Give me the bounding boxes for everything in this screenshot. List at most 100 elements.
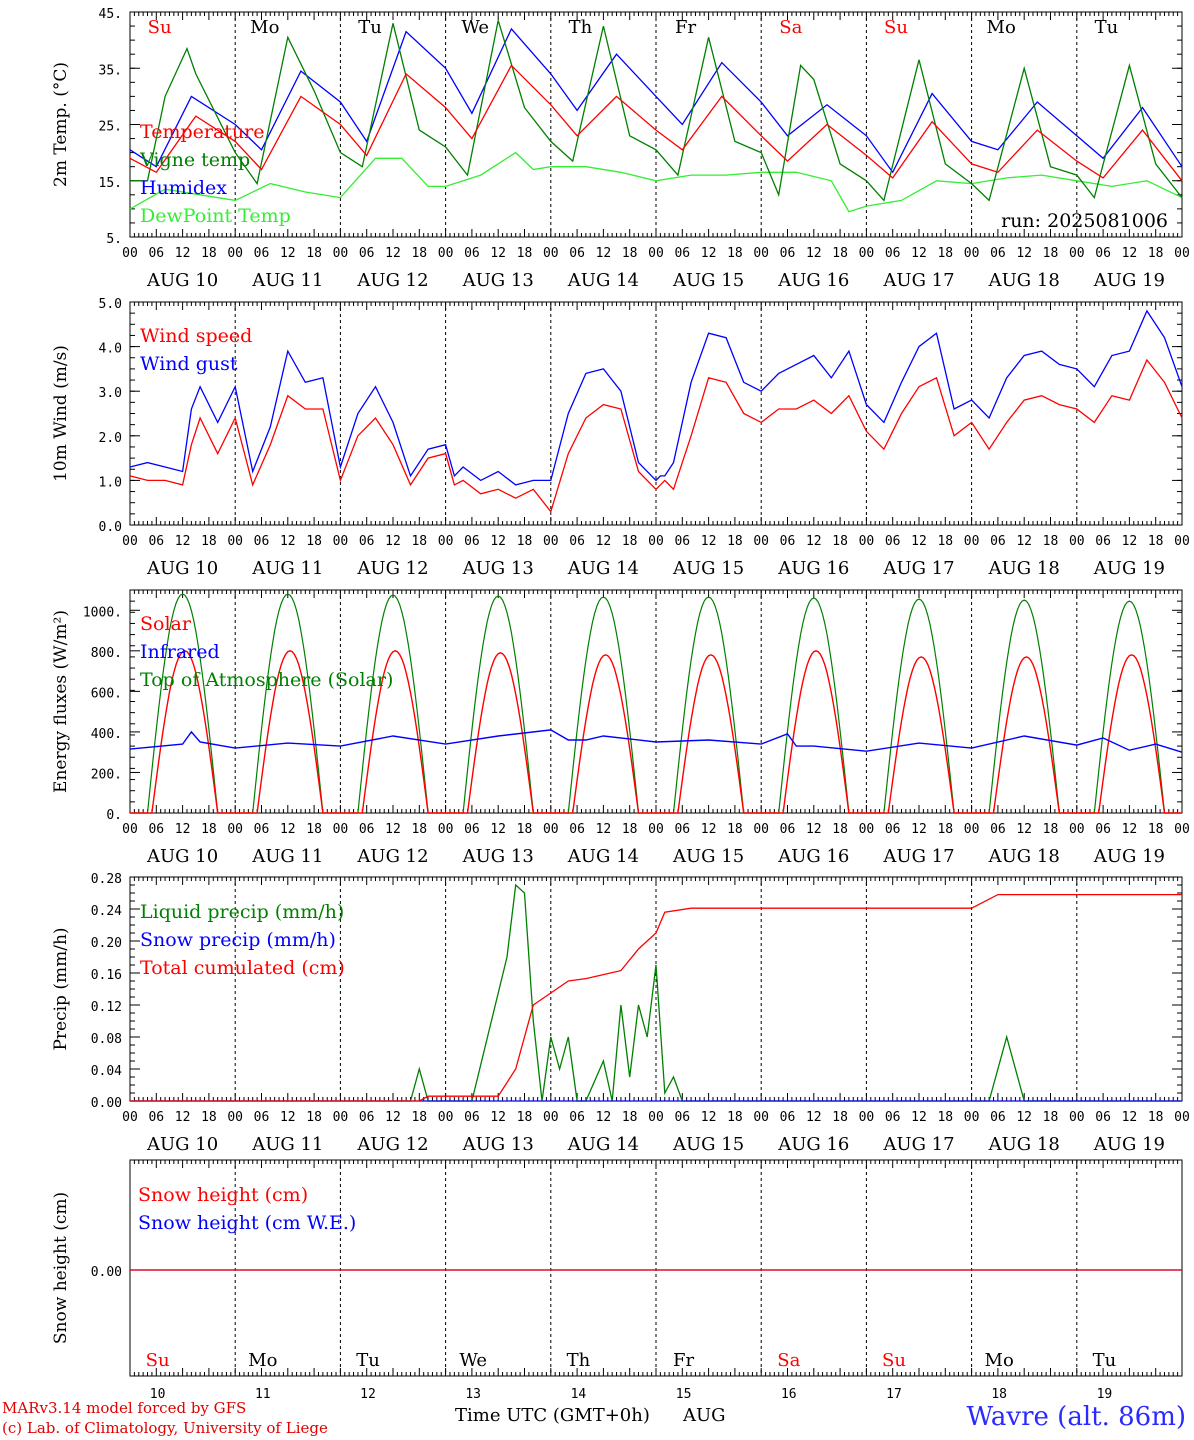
y-axis-label: 2m Temp. (°C) [51, 62, 71, 187]
hour-tick-label: 12 [280, 822, 296, 837]
hour-tick-label: 18 [201, 1110, 217, 1125]
date-label: AUG 14 [567, 1134, 639, 1155]
hour-tick-label: 00 [438, 822, 454, 837]
weekday-label: We [461, 17, 489, 38]
legend-entry: Top of Atmosphere (Solar) [140, 669, 393, 691]
hour-tick-label: 12 [1016, 534, 1032, 549]
hour-tick-label: 12 [490, 246, 506, 261]
hour-tick-label: 18 [727, 1110, 743, 1125]
hour-tick-label: 12 [175, 246, 191, 261]
hour-tick-label: 06 [990, 1110, 1006, 1125]
weekday-label: Sa [777, 1350, 800, 1371]
hour-tick-label: 06 [569, 246, 585, 261]
hour-tick-label: 00 [227, 822, 243, 837]
hour-tick-label: 18 [1043, 1110, 1059, 1125]
date-label: AUG 14 [567, 846, 639, 867]
hour-tick-label: 00 [753, 822, 769, 837]
model-credit: MARv3.14 model forced by GFS [2, 1399, 247, 1417]
date-label: AUG 10 [146, 1134, 218, 1155]
hour-tick-label: 06 [674, 246, 690, 261]
hour-tick-label: 06 [885, 1110, 901, 1125]
hour-tick-label: 12 [175, 1110, 191, 1125]
hour-tick-label: 12 [1122, 534, 1138, 549]
hour-tick-label: 18 [727, 534, 743, 549]
panel-2: 0.0 1.0 2.0 3.0 4.0 5.0 10m Wind (m/s) 00 06 12 18… [51, 297, 1190, 579]
hour-tick-label: 00 [648, 1110, 664, 1125]
lab-credit: (c) Lab. of Climatology, University of L… [2, 1419, 328, 1437]
y-tick-label: 0.00 [91, 1096, 122, 1111]
hour-tick-label: 18 [832, 822, 848, 837]
date-label: AUG 17 [882, 846, 954, 867]
y-tick-label: 15. [99, 176, 122, 191]
y-tick-label: 35. [99, 63, 122, 78]
hour-tick-label: 12 [911, 1110, 927, 1125]
hour-tick-label: 00 [227, 246, 243, 261]
y-tick-label: 0.0 [99, 520, 122, 535]
hour-tick-label: 18 [306, 246, 322, 261]
hour-tick-label: 12 [1122, 1110, 1138, 1125]
weekday-label: Tu [1093, 1350, 1117, 1371]
hour-tick-label: 12 [1016, 1110, 1032, 1125]
hour-tick-label: 12 [701, 246, 717, 261]
hour-tick-label: 00 [1069, 246, 1085, 261]
hour-tick-label: 00 [438, 534, 454, 549]
hour-tick-label: 18 [937, 822, 953, 837]
day-number-label: 18 [991, 1387, 1007, 1402]
legend-entry: Snow height (cm) [138, 1184, 308, 1206]
hour-tick-label: 00 [859, 246, 875, 261]
hour-tick-label: 06 [254, 534, 270, 549]
hour-tick-label: 12 [911, 246, 927, 261]
hour-tick-label: 00 [1069, 1110, 1085, 1125]
hour-tick-label: 00 [1069, 534, 1085, 549]
hour-tick-label: 18 [727, 246, 743, 261]
y-tick-label: 0.28 [91, 872, 122, 887]
series-line-vigne-temp [130, 20, 1183, 202]
hour-tick-label: 12 [1122, 246, 1138, 261]
legend-entry: Humidex [140, 177, 227, 199]
legend-entry: Infrared [140, 641, 220, 663]
hour-tick-label: 12 [385, 534, 401, 549]
hour-tick-label: 18 [517, 534, 533, 549]
weekday-label: Mo [985, 1350, 1014, 1371]
hour-tick-label: 18 [937, 246, 953, 261]
hour-tick-label: 00 [1069, 822, 1085, 837]
y-tick-label: 1000. [83, 605, 122, 620]
hour-tick-label: 12 [596, 822, 612, 837]
panel-3: 0. 200. 400. 600. 800. 1000. Energy fluxes (W/… [51, 589, 1190, 867]
hour-tick-label: 06 [885, 822, 901, 837]
y-tick-label: 2.0 [99, 431, 122, 446]
hour-tick-label: 18 [1043, 822, 1059, 837]
hour-tick-label: 18 [201, 822, 217, 837]
y-tick-label: 25. [99, 120, 122, 135]
weekday-label: Th [567, 1350, 591, 1371]
hour-tick-label: 00 [1174, 822, 1190, 837]
hour-tick-label: 00 [333, 822, 349, 837]
hour-tick-label: 06 [780, 246, 796, 261]
hour-tick-label: 18 [1148, 534, 1164, 549]
legend-entry: Liquid precip (mm/h) [140, 901, 344, 923]
day-number-label: 15 [676, 1387, 692, 1402]
hour-tick-label: 18 [517, 1110, 533, 1125]
hour-tick-label: 18 [1148, 822, 1164, 837]
hour-tick-label: 06 [254, 822, 270, 837]
hour-tick-label: 00 [333, 1110, 349, 1125]
hour-tick-label: 06 [148, 822, 164, 837]
hour-tick-label: 12 [280, 534, 296, 549]
hour-tick-label: 06 [359, 246, 375, 261]
hour-tick-label: 12 [490, 534, 506, 549]
hour-tick-label: 00 [333, 246, 349, 261]
hour-tick-label: 00 [543, 1110, 559, 1125]
series-line-solar [130, 650, 1182, 814]
hour-tick-label: 06 [464, 246, 480, 261]
date-label: AUG 18 [988, 270, 1060, 291]
hour-tick-label: 00 [859, 534, 875, 549]
hour-tick-label: 06 [148, 246, 164, 261]
date-label: AUG 11 [251, 270, 323, 291]
month-label: AUG [683, 1405, 726, 1426]
hour-tick-label: 06 [359, 822, 375, 837]
hour-tick-label: 06 [569, 822, 585, 837]
hour-tick-label: 00 [333, 534, 349, 549]
y-axis-label: Snow height (cm) [51, 1192, 71, 1344]
y-tick-label: 800. [91, 646, 122, 661]
